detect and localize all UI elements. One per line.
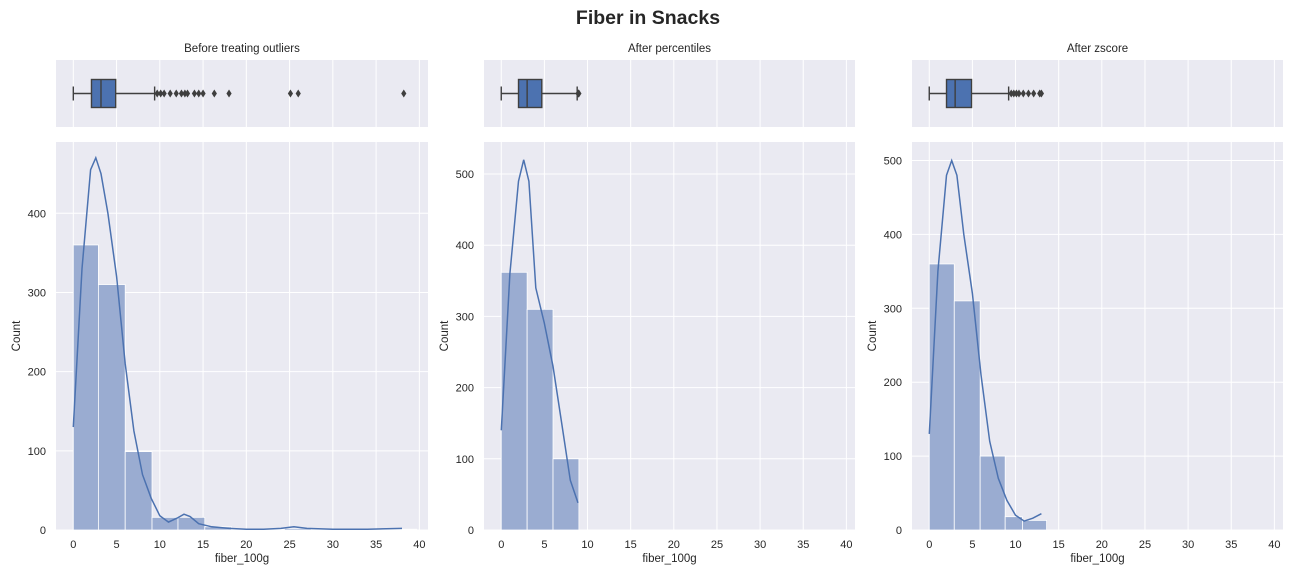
x-axis-label: fiber_100g: [215, 553, 269, 565]
box-flier: [200, 89, 206, 98]
box-flier: [1016, 89, 1022, 98]
hist-bar: [953, 300, 981, 531]
x-tick-label: 5: [113, 539, 119, 551]
x-tick-label: 30: [1182, 539, 1194, 551]
box-flier: [1020, 89, 1026, 98]
box-iqr: [945, 78, 973, 109]
y-tick-label: 100: [884, 451, 902, 463]
y-axis-label: Count: [439, 320, 451, 351]
box-flier: [158, 89, 164, 98]
box-flier: [576, 89, 582, 98]
x-tick-label: 35: [797, 539, 809, 551]
y-tick-label: 0: [468, 525, 474, 537]
y-tick-label: 200: [884, 377, 902, 389]
box-flier: [191, 89, 198, 98]
x-tick-label: 20: [1096, 539, 1108, 551]
x-tick-label: 15: [625, 539, 637, 551]
x-tick-label: 5: [969, 539, 975, 551]
y-tick-label: 300: [28, 287, 46, 299]
subplot-title: Before treating outliers: [184, 43, 300, 55]
subplot-title: After percentiles: [628, 43, 711, 55]
x-tick-label: 0: [498, 539, 504, 551]
box-flier: [211, 89, 217, 98]
x-tick-label: 15: [197, 539, 209, 551]
box-flier: [196, 89, 202, 98]
x-tick-label: 30: [327, 539, 339, 551]
y-tick-label: 300: [884, 303, 902, 315]
box-iqr: [90, 78, 117, 109]
x-tick-label: 20: [668, 539, 680, 551]
x-tick-label: 30: [754, 539, 766, 551]
hist-bar: [500, 271, 528, 531]
box-flier: [226, 89, 232, 98]
y-tick-label: 0: [896, 525, 902, 537]
y-tick-label: 100: [456, 454, 474, 466]
box-flier: [167, 89, 173, 98]
y-tick-label: 500: [456, 169, 474, 181]
x-tick-label: 40: [413, 539, 425, 551]
x-tick-label: 10: [581, 539, 593, 551]
kde-line: [72, 155, 403, 530]
figure-title: Fiber in Snacks: [575, 7, 721, 29]
kde-line: [928, 158, 1042, 522]
x-tick-label: 35: [1225, 539, 1237, 551]
x-tick-label: 35: [370, 539, 382, 551]
box-flier: [287, 89, 294, 98]
hist-bar: [552, 458, 580, 531]
subplot-title: After zscore: [1067, 43, 1128, 55]
box-flier: [178, 89, 185, 98]
x-tick-label: 40: [1268, 539, 1280, 551]
hist-bar: [928, 263, 955, 531]
x-tick-label: 10: [154, 539, 166, 551]
y-tick-label: 100: [28, 446, 46, 458]
x-tick-label: 25: [711, 539, 723, 551]
hist-bar: [72, 244, 99, 531]
box-flier: [1038, 89, 1045, 98]
box-flier: [295, 89, 301, 98]
box-flier: [1031, 89, 1037, 98]
x-tick-label: 0: [926, 539, 932, 551]
x-tick-label: 5: [541, 539, 547, 551]
y-axis-label: Count: [867, 320, 879, 351]
x-tick-label: 25: [1139, 539, 1151, 551]
y-tick-label: 500: [884, 155, 902, 167]
x-tick-label: 20: [240, 539, 252, 551]
hist-bar: [526, 308, 554, 531]
hist-bar: [389, 528, 418, 531]
hist-bar: [124, 451, 153, 531]
y-tick-label: 300: [456, 311, 474, 323]
box-flier: [154, 89, 160, 98]
hist-bar: [1022, 519, 1047, 531]
x-tick-label: 10: [1009, 539, 1021, 551]
y-tick-label: 200: [28, 367, 46, 379]
y-tick-label: 0: [40, 525, 46, 537]
y-axis-label: Count: [11, 320, 23, 351]
box-flier: [401, 89, 407, 98]
y-tick-label: 400: [28, 208, 46, 220]
y-tick-label: 400: [884, 229, 902, 241]
x-axis-label: fiber_100g: [642, 553, 696, 565]
box-iqr: [517, 78, 543, 109]
box-flier: [161, 89, 167, 98]
box-flier: [1025, 89, 1032, 98]
x-tick-label: 25: [283, 539, 295, 551]
y-tick-label: 400: [456, 240, 474, 252]
kde-line: [500, 159, 579, 504]
x-axis-label: fiber_100g: [1070, 553, 1124, 565]
x-tick-label: 0: [70, 539, 76, 551]
x-tick-label: 15: [1053, 539, 1065, 551]
box-flier: [173, 89, 179, 98]
x-tick-label: 40: [840, 539, 852, 551]
hist-bar: [979, 455, 1006, 531]
box-flier: [184, 89, 191, 98]
y-tick-label: 200: [456, 383, 474, 395]
